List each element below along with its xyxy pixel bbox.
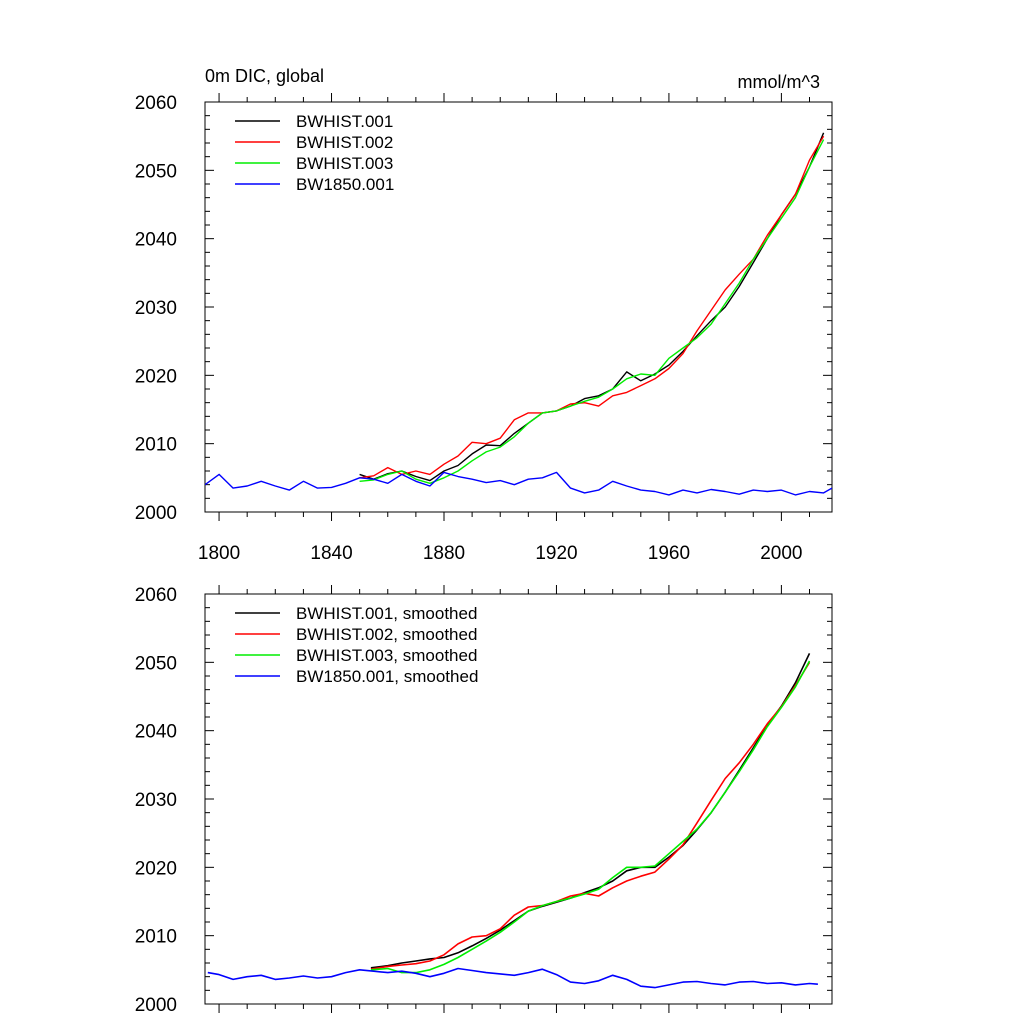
top-ytick-label: 2010 bbox=[135, 435, 177, 456]
top-ytick-label: 2060 bbox=[135, 93, 177, 114]
bottom-series-group bbox=[207, 653, 818, 989]
legend-label: BWHIST.002, smoothed bbox=[296, 625, 477, 644]
series-line-bwhist-002-smoothed bbox=[370, 661, 811, 970]
bottom-ytick-label: 2050 bbox=[135, 653, 177, 674]
chart-title-left: 0m DIC, global bbox=[205, 66, 324, 86]
series-line-bwhist-001 bbox=[359, 132, 825, 482]
bottom-ytick-label: 2010 bbox=[135, 927, 177, 948]
legend-label: BWHIST.003, smoothed bbox=[296, 646, 477, 665]
top-xtick-label: 1920 bbox=[535, 543, 577, 564]
series-line-bwhist-003 bbox=[359, 139, 825, 484]
top-ytick-label: 2020 bbox=[135, 366, 177, 387]
bottom-panel: 2000 2010 2020 2030 2040 2050 2060 BWHIST.001, … bbox=[135, 585, 833, 1016]
series-line-bwhist-002 bbox=[359, 135, 825, 479]
legend-label: BWHIST.001 bbox=[296, 112, 393, 131]
series-line-bw1850-001 bbox=[205, 471, 832, 496]
top-xtick-label: 1840 bbox=[310, 543, 352, 564]
top-ytick-label: 2030 bbox=[135, 298, 177, 319]
top-xtick-label: 2000 bbox=[760, 543, 802, 564]
legend-label: BWHIST.003 bbox=[296, 154, 393, 173]
bottom-ytick-label: 2060 bbox=[135, 585, 177, 606]
top-ytick-label: 2000 bbox=[135, 503, 177, 524]
legend-label: BW1850.001, smoothed bbox=[296, 667, 478, 686]
bottom-ytick-label: 2030 bbox=[135, 790, 177, 811]
bottom-ytick-label: 2040 bbox=[135, 722, 177, 743]
legend-label: BW1850.001 bbox=[296, 175, 394, 194]
top-xtick-label: 1800 bbox=[198, 543, 240, 564]
top-xtick-label: 1880 bbox=[423, 543, 465, 564]
top-xtick-label: 1960 bbox=[648, 543, 690, 564]
top-panel: 2000 2010 2020 2030 2040 2050 2060 1800 1840 1880… bbox=[135, 66, 833, 564]
chart-units-label: mmol/m^3 bbox=[738, 72, 820, 92]
legend-label: BWHIST.001, smoothed bbox=[296, 604, 477, 623]
top-ytick-label: 2050 bbox=[135, 161, 177, 182]
legend-label: BWHIST.002 bbox=[296, 133, 393, 152]
series-line-bwhist-001-smoothed bbox=[370, 653, 811, 969]
top-ytick-label: 2040 bbox=[135, 230, 177, 251]
series-line-bw1850-001-smoothed bbox=[207, 967, 818, 989]
bottom-ytick-label: 2000 bbox=[135, 995, 177, 1016]
top-series-group bbox=[205, 132, 832, 496]
bottom-ytick-label: 2020 bbox=[135, 858, 177, 879]
series-line-bwhist-003-smoothed bbox=[370, 660, 811, 974]
